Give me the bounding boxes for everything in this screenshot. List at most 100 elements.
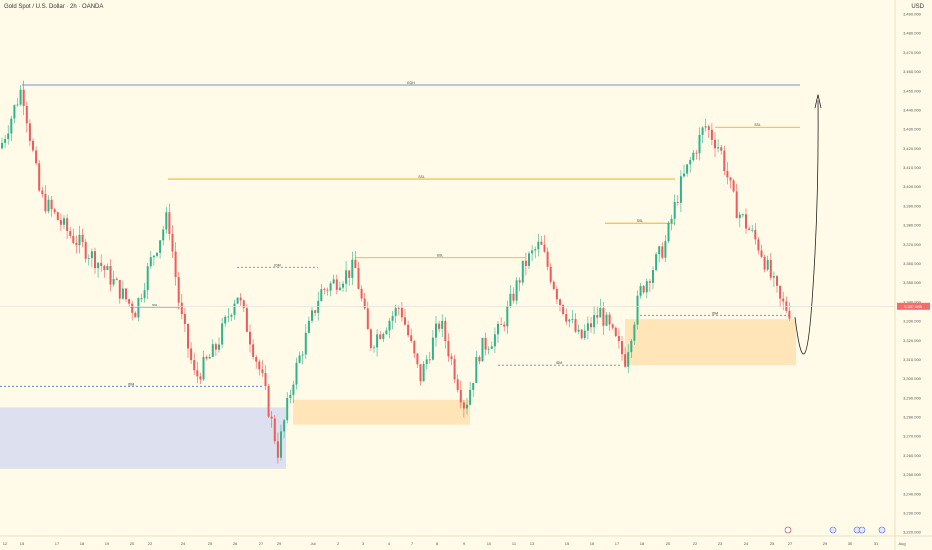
y-tick-label: 3,430.000 [903,127,922,132]
x-tick-label: 4 [388,541,391,546]
candle-body [69,231,72,236]
candle-body [571,319,574,320]
level-label: IDM [556,361,563,365]
candle-body [686,164,689,174]
projection-path [794,100,819,355]
candle-body [438,323,441,329]
candle-body [416,353,419,365]
candle-body [779,285,782,299]
candle-body [515,280,518,301]
candle-body [13,105,16,119]
candle-body [326,289,329,291]
candle-body [78,234,81,246]
candle-body [84,242,87,259]
candle-body [227,316,230,318]
candle-body [351,259,354,278]
current-price-tag [897,302,930,310]
candle-body [28,123,31,141]
candle-body [611,324,614,328]
x-tick-label: 7 [411,541,414,546]
candle-body [211,344,214,357]
candle-body [537,241,540,250]
candle-body [236,297,239,304]
candle-body [741,214,744,216]
current-price-label: 3,337.695 [904,304,923,309]
y-tick-label: 3,480.000 [903,31,922,36]
candle-body [258,361,261,370]
y-tick-label: 3,310.000 [903,357,922,362]
candle-body [683,173,685,177]
y-tick-label: 3,320.000 [903,338,922,343]
candle-body [332,279,335,284]
x-tick-label: 9 [463,541,466,546]
candle-body [518,280,521,283]
candle-body [397,307,400,309]
candle-body [35,150,38,164]
candle-body [633,324,636,341]
candle-body [456,379,459,391]
level-label: SSL [637,219,644,223]
currency-label[interactable]: USD [911,4,924,10]
candle-body [593,315,596,328]
candle-body [230,314,233,317]
candle-body [338,287,341,290]
candle-body [549,266,552,282]
candle-body [636,295,639,325]
candle-body [410,335,413,342]
candle-body [540,241,543,245]
x-tick-label: 17 [55,541,60,546]
candle-body [314,310,317,313]
candle-body [162,229,165,241]
level-label: SSL [754,123,761,127]
candle-body [193,360,196,371]
candle-body [56,212,59,221]
y-tick-label: 3,470.000 [903,50,922,55]
y-tick-label: 3,340.000 [903,299,922,304]
x-tick-label: 31 [874,541,879,546]
candle-body [521,260,524,283]
candle-body [342,283,344,288]
candle-body [19,89,22,105]
candle-body [125,288,127,300]
candle-body [667,222,670,242]
candle-body [183,314,186,325]
candle-body [729,177,732,181]
candle-body [335,279,338,290]
candle-body [608,314,611,325]
candle-body [171,233,174,252]
candle-body [63,218,65,225]
candle-body [673,202,676,219]
candle-body [261,369,264,374]
demand-zone [625,319,796,366]
candle-body [363,298,366,309]
candle-body [543,244,546,252]
candle-body [283,420,286,432]
candle-body [32,140,34,151]
candle-body [605,314,608,326]
candle-body [704,126,707,128]
candle-body [4,139,7,143]
candle-body [121,288,124,299]
x-tick-label: 15 [565,541,570,546]
candle-body [295,362,298,385]
candle-body [301,354,304,356]
candle-body [366,308,369,330]
candle-body [224,316,227,324]
candle-body [75,242,78,246]
candle-body [422,363,425,382]
candle-body [382,333,385,339]
candle-body [698,134,701,154]
level-label: SSL [437,254,444,258]
candle-body [152,255,155,258]
candle-body [190,348,193,361]
candle-body [788,310,791,319]
candle-body [534,249,537,251]
candle-body [459,390,462,403]
candle-body [441,320,444,329]
y-tick-label: 3,260.000 [903,453,922,458]
candle-body [252,344,255,357]
x-tick-label: Aug [898,541,905,546]
candle-body [221,323,224,345]
y-tick-label: 3,370.000 [903,242,922,247]
